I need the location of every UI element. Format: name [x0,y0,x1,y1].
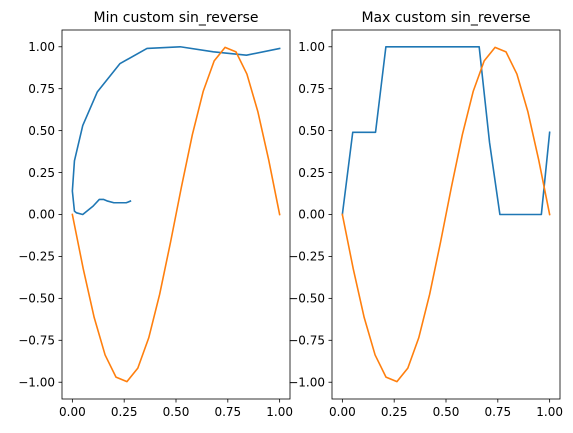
y-tick-label: 0.00 [28,208,55,222]
x-tick-label: 1.00 [536,405,563,419]
y-tick-label: 0.25 [298,166,325,180]
y-axis: 1.00 0.75 0.50 0.25 0.00 −0.25 −0.50 −0.75 −1.00 [288,40,332,389]
series-layer [71,45,281,383]
y-tick-label: 0.00 [298,208,325,222]
series-line-1 [71,46,281,383]
x-tick-label: 1.00 [266,405,293,419]
series-line-0 [71,45,281,216]
x-tick-label: 0.50 [433,405,460,419]
chart-title: Max custom sin_reverse [361,10,530,26]
y-tick-label: −0.75 [288,333,325,347]
x-axis: 0.00 0.25 0.50 0.75 1.00 [59,399,293,419]
y-tick-label: 0.25 [28,166,55,180]
y-tick-label: −1.00 [18,375,55,389]
x-tick-label: 0.75 [484,405,511,419]
y-tick-label: 0.50 [28,124,55,138]
y-tick-label: 0.50 [298,124,325,138]
y-tick-label: −0.25 [18,250,55,264]
y-tick-label: 1.00 [298,40,325,54]
y-tick-label: 1.00 [28,40,55,54]
series-layer [341,45,551,383]
y-axis: 1.00 0.75 0.50 0.25 0.00 −0.25 −0.50 −0.75 −1.00 [18,40,62,389]
y-tick-label: −0.50 [18,292,55,306]
x-tick-label: 0.00 [59,405,86,419]
chart-min-custom-sin-reverse: Min custom sin_reverse 0.00 0.25 0.50 0.75 1… [18,10,293,419]
y-tick-label: −0.25 [288,250,325,264]
y-tick-label: −0.50 [288,292,325,306]
y-tick-label: −1.00 [288,375,325,389]
x-tick-label: 0.00 [329,405,356,419]
plot-frame [61,29,291,400]
x-tick-label: 0.25 [381,405,408,419]
x-tick-label: 0.75 [214,405,241,419]
x-tick-label: 0.25 [111,405,138,419]
y-tick-label: −0.75 [18,333,55,347]
series-line-1 [341,46,551,383]
plot-frame [331,29,561,400]
chart-max-custom-sin-reverse: Max custom sin_reverse 0.00 0.25 0.50 0.75 1… [288,10,563,419]
y-tick-label: 0.75 [298,82,325,96]
chart-title: Min custom sin_reverse [94,10,259,26]
y-tick-label: 0.75 [28,82,55,96]
x-axis: 0.00 0.25 0.50 0.75 1.00 [329,399,563,419]
series-line-0 [341,45,551,216]
x-tick-label: 0.50 [163,405,190,419]
